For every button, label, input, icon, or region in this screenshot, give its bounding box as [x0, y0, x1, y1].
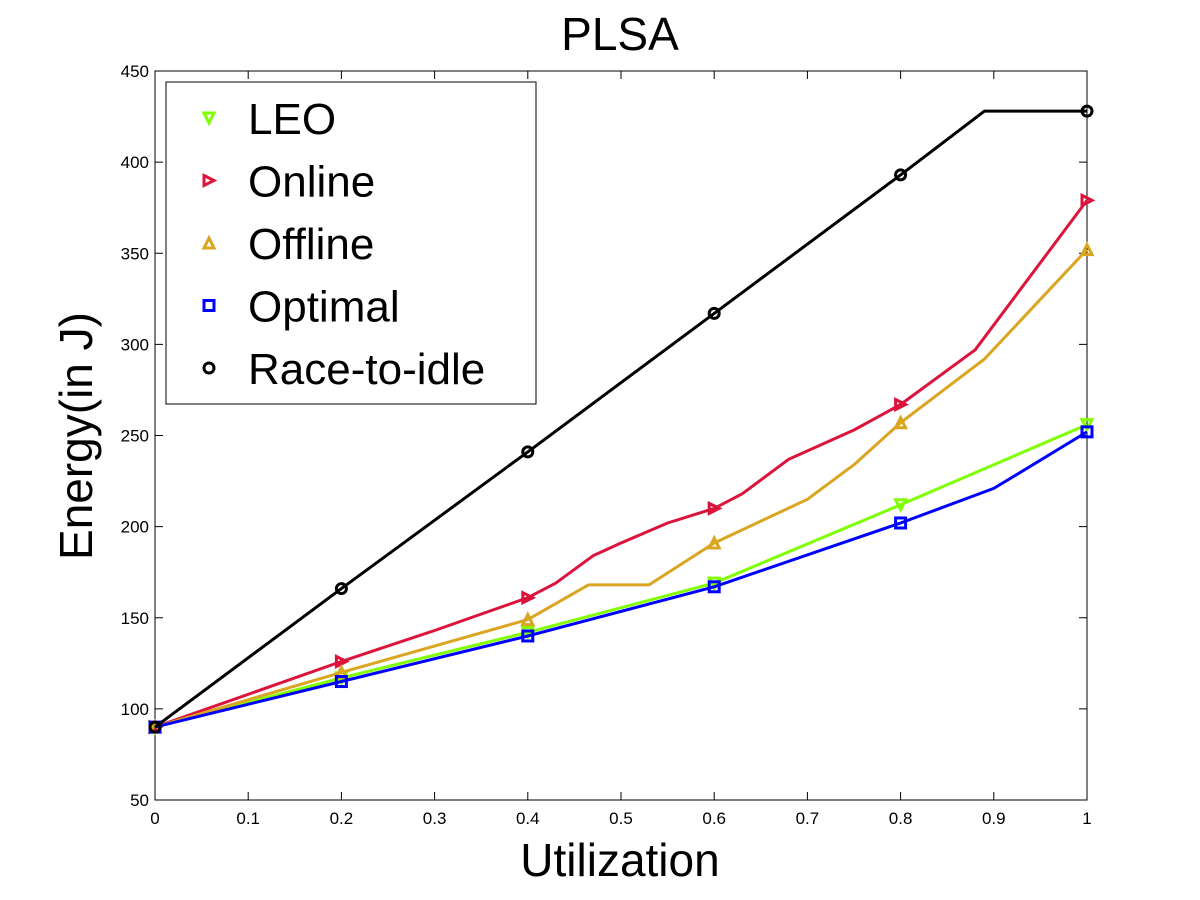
legend-label-online: Online [248, 158, 375, 207]
x-tick-label: 0.7 [796, 809, 820, 828]
y-tick-label: 400 [121, 153, 149, 172]
data-point-optimal [707, 580, 721, 594]
y-tick-label: 300 [121, 335, 149, 354]
data-point-online [894, 397, 909, 412]
y-tick-label: 100 [121, 700, 149, 719]
x-tick-label: 0.3 [423, 809, 447, 828]
x-tick-label: 1 [1082, 809, 1091, 828]
y-tick-label: 350 [121, 244, 149, 263]
data-point-race-to-idle [894, 168, 908, 182]
legend-marker-leo [201, 111, 217, 127]
legend-marker-offline [201, 234, 217, 250]
legend-box [165, 81, 537, 405]
series-line-leo [154, 423, 1088, 729]
x-tick-label: 0.5 [609, 809, 633, 828]
y-axis-title: Energy(in J) [50, 312, 102, 560]
data-point-online [334, 654, 350, 669]
x-axis-title: Utilization [520, 834, 719, 886]
x-tick-label: 0.9 [982, 809, 1006, 828]
data-point-offline [1079, 241, 1095, 257]
data-point-offline [520, 611, 536, 627]
legend-marker-race-to-idle [202, 361, 216, 375]
y-tick-label: 450 [121, 62, 149, 81]
data-point-race-to-idle [148, 720, 162, 734]
data-point-offline [893, 414, 909, 430]
legend: LEO Online Offline Optimal Race-to-idle [165, 81, 537, 405]
legend-label-race-to-idle: Race-to-idle [248, 345, 485, 394]
data-point-race-to-idle [521, 445, 535, 459]
x-tick-label: 0.8 [889, 809, 913, 828]
data-point-online [707, 500, 723, 516]
data-point-optimal [334, 675, 348, 689]
axis-ticks: 0 0.1 0.2 0.3 0.4 0.5 0.6 0.7 0.8 0.9 150100150200… [121, 62, 1092, 828]
legend-label-optimal: Optimal [248, 283, 400, 332]
data-point-online [1080, 192, 1096, 208]
legend-item-offline: Offline [201, 220, 374, 269]
y-tick-label: 250 [121, 427, 149, 446]
x-tick-label: 0.4 [516, 809, 540, 828]
data-point-optimal [1080, 425, 1094, 439]
data-point-race-to-idle [1080, 104, 1094, 118]
x-tick-label: 0.6 [702, 809, 726, 828]
data-point-race-to-idle [707, 306, 721, 320]
legend-item-leo: LEO [201, 95, 336, 144]
y-tick-label: 50 [130, 791, 149, 810]
data-point-online [521, 590, 537, 606]
legend-label-offline: Offline [248, 220, 374, 269]
x-tick-label: 0.2 [330, 809, 354, 828]
legend-label-leo: LEO [248, 95, 336, 144]
data-point-leo [1079, 418, 1095, 433]
data-point-optimal [894, 516, 908, 530]
data-point-leo [893, 498, 909, 514]
series-layer [147, 104, 1096, 736]
series-line-optimal [154, 430, 1088, 729]
series-race-to-idle [148, 104, 1094, 734]
x-tick-label: 0.1 [236, 809, 260, 828]
chart-title: PLSA [561, 8, 679, 60]
data-point-optimal [521, 629, 535, 643]
series-line-race-to-idle [154, 109, 1087, 729]
x-tick-label: 0 [150, 809, 159, 828]
legend-marker-optimal [202, 299, 216, 312]
legend-marker-online [202, 173, 218, 188]
series-online [148, 192, 1096, 735]
legend-item-online: Online [202, 158, 375, 207]
data-point-race-to-idle [334, 582, 348, 596]
y-tick-label: 200 [121, 518, 149, 537]
y-tick-label: 150 [121, 609, 149, 628]
legend-item-race-to-idle: Race-to-idle [202, 345, 485, 394]
series-line-online [154, 199, 1089, 729]
series-line-offline [154, 248, 1089, 729]
legend-item-optimal: Optimal [202, 283, 400, 332]
data-point-offline [706, 534, 722, 550]
